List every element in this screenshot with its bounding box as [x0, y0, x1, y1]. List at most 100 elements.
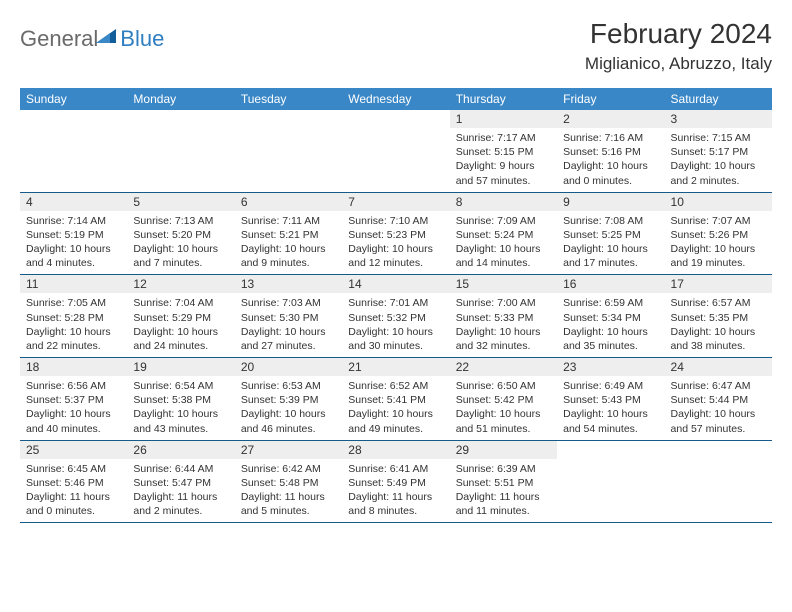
- day-info: Sunrise: 6:59 AMSunset: 5:34 PMDaylight:…: [557, 293, 664, 357]
- day-info: Sunrise: 7:00 AMSunset: 5:33 PMDaylight:…: [450, 293, 557, 357]
- day-number: 28: [342, 441, 449, 459]
- logo: General Blue: [20, 18, 164, 52]
- day-cell: 26Sunrise: 6:44 AMSunset: 5:47 PMDayligh…: [127, 441, 234, 523]
- weekday-header: Sunday: [20, 88, 127, 110]
- day-number: 9: [557, 193, 664, 211]
- day-number: 10: [665, 193, 772, 211]
- day-cell: 14Sunrise: 7:01 AMSunset: 5:32 PMDayligh…: [342, 275, 449, 357]
- day-number: 26: [127, 441, 234, 459]
- day-number: 7: [342, 193, 449, 211]
- day-number: 14: [342, 275, 449, 293]
- empty-day-cell: [665, 441, 772, 523]
- day-info: Sunrise: 7:05 AMSunset: 5:28 PMDaylight:…: [20, 293, 127, 357]
- week-row: 25Sunrise: 6:45 AMSunset: 5:46 PMDayligh…: [20, 441, 772, 524]
- day-number: 5: [127, 193, 234, 211]
- weekday-header: Monday: [127, 88, 234, 110]
- day-info: Sunrise: 7:09 AMSunset: 5:24 PMDaylight:…: [450, 211, 557, 275]
- empty-day-cell: [20, 110, 127, 192]
- week-row: 1Sunrise: 7:17 AMSunset: 5:15 PMDaylight…: [20, 110, 772, 193]
- day-number: 11: [20, 275, 127, 293]
- day-cell: 28Sunrise: 6:41 AMSunset: 5:49 PMDayligh…: [342, 441, 449, 523]
- empty-day-cell: [235, 110, 342, 192]
- day-cell: 3Sunrise: 7:15 AMSunset: 5:17 PMDaylight…: [665, 110, 772, 192]
- header: General Blue February 2024 Miglianico, A…: [20, 18, 772, 74]
- week-row: 4Sunrise: 7:14 AMSunset: 5:19 PMDaylight…: [20, 193, 772, 276]
- day-number: 21: [342, 358, 449, 376]
- day-cell: 27Sunrise: 6:42 AMSunset: 5:48 PMDayligh…: [235, 441, 342, 523]
- day-info: Sunrise: 6:42 AMSunset: 5:48 PMDaylight:…: [235, 459, 342, 523]
- day-number: 22: [450, 358, 557, 376]
- weekday-header: Saturday: [665, 88, 772, 110]
- day-cell: 11Sunrise: 7:05 AMSunset: 5:28 PMDayligh…: [20, 275, 127, 357]
- day-number: 4: [20, 193, 127, 211]
- day-number: 1: [450, 110, 557, 128]
- day-cell: 2Sunrise: 7:16 AMSunset: 5:16 PMDaylight…: [557, 110, 664, 192]
- day-info: Sunrise: 6:39 AMSunset: 5:51 PMDaylight:…: [450, 459, 557, 523]
- day-number: 17: [665, 275, 772, 293]
- day-cell: 29Sunrise: 6:39 AMSunset: 5:51 PMDayligh…: [450, 441, 557, 523]
- day-number: 13: [235, 275, 342, 293]
- day-info: Sunrise: 6:49 AMSunset: 5:43 PMDaylight:…: [557, 376, 664, 440]
- logo-text-blue: Blue: [120, 26, 164, 52]
- day-number: 24: [665, 358, 772, 376]
- weekday-header: Friday: [557, 88, 664, 110]
- day-number: 27: [235, 441, 342, 459]
- day-info: Sunrise: 7:16 AMSunset: 5:16 PMDaylight:…: [557, 128, 664, 192]
- day-number: 16: [557, 275, 664, 293]
- day-cell: 10Sunrise: 7:07 AMSunset: 5:26 PMDayligh…: [665, 193, 772, 275]
- day-info: Sunrise: 6:44 AMSunset: 5:47 PMDaylight:…: [127, 459, 234, 523]
- day-number: 23: [557, 358, 664, 376]
- day-info: Sunrise: 7:03 AMSunset: 5:30 PMDaylight:…: [235, 293, 342, 357]
- weekday-header: Tuesday: [235, 88, 342, 110]
- day-number: 3: [665, 110, 772, 128]
- day-cell: 18Sunrise: 6:56 AMSunset: 5:37 PMDayligh…: [20, 358, 127, 440]
- day-cell: 4Sunrise: 7:14 AMSunset: 5:19 PMDaylight…: [20, 193, 127, 275]
- day-cell: 23Sunrise: 6:49 AMSunset: 5:43 PMDayligh…: [557, 358, 664, 440]
- day-info: Sunrise: 6:47 AMSunset: 5:44 PMDaylight:…: [665, 376, 772, 440]
- empty-day-cell: [342, 110, 449, 192]
- day-number: 29: [450, 441, 557, 459]
- day-info: Sunrise: 6:53 AMSunset: 5:39 PMDaylight:…: [235, 376, 342, 440]
- day-info: Sunrise: 6:56 AMSunset: 5:37 PMDaylight:…: [20, 376, 127, 440]
- day-number: 20: [235, 358, 342, 376]
- day-cell: 17Sunrise: 6:57 AMSunset: 5:35 PMDayligh…: [665, 275, 772, 357]
- title-month: February 2024: [585, 18, 772, 50]
- day-info: Sunrise: 7:14 AMSunset: 5:19 PMDaylight:…: [20, 211, 127, 275]
- day-cell: 6Sunrise: 7:11 AMSunset: 5:21 PMDaylight…: [235, 193, 342, 275]
- day-info: Sunrise: 6:41 AMSunset: 5:49 PMDaylight:…: [342, 459, 449, 523]
- week-row: 18Sunrise: 6:56 AMSunset: 5:37 PMDayligh…: [20, 358, 772, 441]
- week-row: 11Sunrise: 7:05 AMSunset: 5:28 PMDayligh…: [20, 275, 772, 358]
- day-info: Sunrise: 6:52 AMSunset: 5:41 PMDaylight:…: [342, 376, 449, 440]
- day-info: Sunrise: 7:11 AMSunset: 5:21 PMDaylight:…: [235, 211, 342, 275]
- day-info: Sunrise: 7:10 AMSunset: 5:23 PMDaylight:…: [342, 211, 449, 275]
- empty-day-cell: [127, 110, 234, 192]
- day-info: Sunrise: 7:08 AMSunset: 5:25 PMDaylight:…: [557, 211, 664, 275]
- day-cell: 20Sunrise: 6:53 AMSunset: 5:39 PMDayligh…: [235, 358, 342, 440]
- day-number: 2: [557, 110, 664, 128]
- day-number: 25: [20, 441, 127, 459]
- day-number: 18: [20, 358, 127, 376]
- weekday-header: Thursday: [450, 88, 557, 110]
- day-cell: 24Sunrise: 6:47 AMSunset: 5:44 PMDayligh…: [665, 358, 772, 440]
- weekday-header: Wednesday: [342, 88, 449, 110]
- empty-day-cell: [557, 441, 664, 523]
- day-info: Sunrise: 7:07 AMSunset: 5:26 PMDaylight:…: [665, 211, 772, 275]
- day-cell: 19Sunrise: 6:54 AMSunset: 5:38 PMDayligh…: [127, 358, 234, 440]
- day-info: Sunrise: 6:50 AMSunset: 5:42 PMDaylight:…: [450, 376, 557, 440]
- logo-triangle-icon: [96, 27, 118, 50]
- day-info: Sunrise: 7:13 AMSunset: 5:20 PMDaylight:…: [127, 211, 234, 275]
- day-number: 6: [235, 193, 342, 211]
- day-number: 8: [450, 193, 557, 211]
- day-cell: 25Sunrise: 6:45 AMSunset: 5:46 PMDayligh…: [20, 441, 127, 523]
- day-info: Sunrise: 6:57 AMSunset: 5:35 PMDaylight:…: [665, 293, 772, 357]
- day-info: Sunrise: 7:15 AMSunset: 5:17 PMDaylight:…: [665, 128, 772, 192]
- logo-text-general: General: [20, 26, 98, 52]
- day-cell: 21Sunrise: 6:52 AMSunset: 5:41 PMDayligh…: [342, 358, 449, 440]
- day-info: Sunrise: 6:45 AMSunset: 5:46 PMDaylight:…: [20, 459, 127, 523]
- day-cell: 1Sunrise: 7:17 AMSunset: 5:15 PMDaylight…: [450, 110, 557, 192]
- day-info: Sunrise: 7:17 AMSunset: 5:15 PMDaylight:…: [450, 128, 557, 192]
- weekday-header-row: SundayMondayTuesdayWednesdayThursdayFrid…: [20, 88, 772, 110]
- day-cell: 16Sunrise: 6:59 AMSunset: 5:34 PMDayligh…: [557, 275, 664, 357]
- day-info: Sunrise: 7:01 AMSunset: 5:32 PMDaylight:…: [342, 293, 449, 357]
- title-block: February 2024 Miglianico, Abruzzo, Italy: [585, 18, 772, 74]
